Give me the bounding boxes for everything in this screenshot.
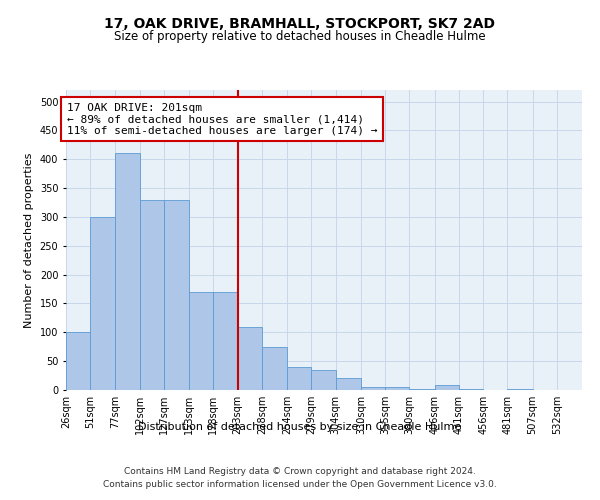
Y-axis label: Number of detached properties: Number of detached properties [24, 152, 34, 328]
Text: 17, OAK DRIVE, BRAMHALL, STOCKPORT, SK7 2AD: 17, OAK DRIVE, BRAMHALL, STOCKPORT, SK7 … [104, 18, 496, 32]
Bar [115, 154, 140, 390]
Bar [335, 378, 361, 390]
Text: Contains public sector information licensed under the Open Government Licence v3: Contains public sector information licen… [103, 480, 497, 489]
Bar [214, 292, 238, 390]
Text: Size of property relative to detached houses in Cheadle Hulme: Size of property relative to detached ho… [114, 30, 486, 43]
Bar [459, 389, 483, 390]
Bar [409, 389, 434, 390]
Bar [434, 386, 459, 390]
Bar [385, 387, 409, 390]
Bar [287, 367, 311, 390]
Bar [361, 387, 385, 390]
Text: Distribution of detached houses by size in Cheadle Hulme: Distribution of detached houses by size … [139, 422, 461, 432]
Text: Contains HM Land Registry data © Crown copyright and database right 2024.: Contains HM Land Registry data © Crown c… [124, 468, 476, 476]
Bar [508, 389, 533, 390]
Bar [262, 346, 287, 390]
Bar [189, 292, 214, 390]
Bar [164, 200, 189, 390]
Bar [238, 326, 262, 390]
Bar [66, 332, 90, 390]
Text: 17 OAK DRIVE: 201sqm
← 89% of detached houses are smaller (1,414)
11% of semi-de: 17 OAK DRIVE: 201sqm ← 89% of detached h… [67, 102, 377, 136]
Bar [90, 217, 115, 390]
Bar [140, 200, 164, 390]
Bar [311, 370, 335, 390]
